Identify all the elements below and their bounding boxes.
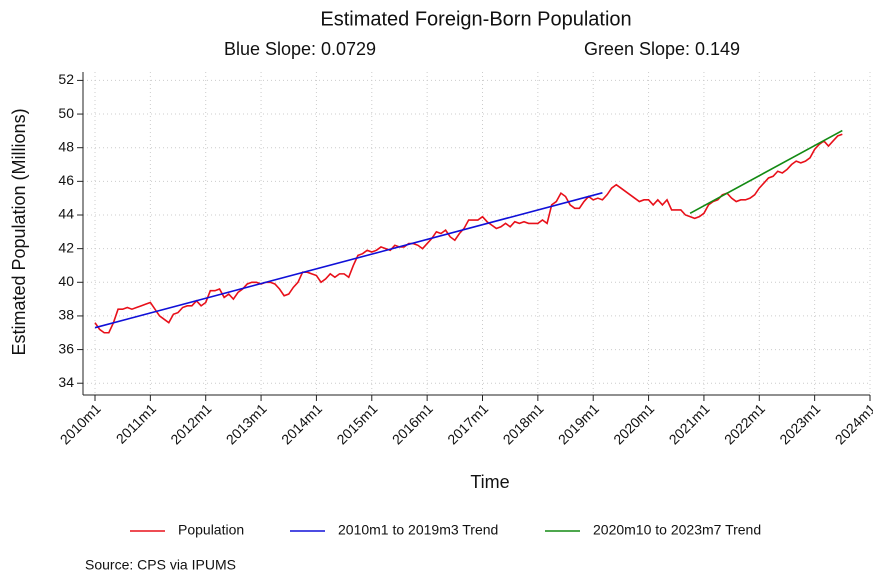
y-tick-label: 50 — [58, 105, 74, 121]
x-tick-label: 2019m1 — [555, 400, 602, 447]
y-tick-label: 34 — [58, 374, 74, 390]
x-tick-label: 2020m1 — [610, 400, 657, 447]
subtitle: Green Slope: 0.149 — [584, 39, 740, 59]
x-tick-label: 2022m1 — [721, 400, 768, 447]
x-tick-label: 2011m1 — [113, 400, 160, 447]
chart-title: Estimated Foreign-Born Population — [320, 8, 631, 30]
series-line — [94, 192, 603, 329]
source-note: Source: CPS via IPUMS — [85, 557, 236, 573]
y-tick-label: 42 — [58, 239, 74, 255]
legend-label: 2020m10 to 2023m7 Trend — [593, 522, 761, 538]
x-tick-label: 2017m1 — [444, 400, 491, 447]
x-tick-label: 2024m1 — [832, 400, 873, 447]
x-tick-label: 2016m1 — [389, 400, 436, 447]
y-tick-label: 38 — [58, 307, 74, 323]
series-line — [689, 129, 843, 215]
x-tick-label: 2013m1 — [223, 400, 270, 447]
y-axis-label: Estimated Population (Millions) — [9, 108, 29, 355]
x-tick-label: 2015m1 — [333, 400, 380, 447]
legend-label: Population — [178, 522, 244, 538]
series-line — [94, 133, 843, 334]
y-tick-label: 44 — [58, 206, 74, 222]
x-tick-label: 2021m1 — [666, 400, 713, 447]
legend-label: 2010m1 to 2019m3 Trend — [338, 522, 498, 538]
y-tick-label: 52 — [58, 71, 74, 87]
x-tick-label: 2010m1 — [57, 400, 104, 447]
x-axis-label: Time — [470, 472, 509, 492]
y-tick-label: 48 — [58, 138, 74, 154]
x-tick-label: 2012m1 — [167, 400, 214, 447]
y-tick-label: 36 — [58, 340, 74, 356]
x-tick-label: 2014m1 — [278, 400, 325, 447]
x-tick-label: 2023m1 — [776, 400, 823, 447]
x-tick-label: 2018m1 — [500, 400, 547, 447]
y-tick-label: 46 — [58, 172, 74, 188]
subtitle: Blue Slope: 0.0729 — [224, 39, 376, 59]
y-tick-label: 40 — [58, 273, 74, 289]
